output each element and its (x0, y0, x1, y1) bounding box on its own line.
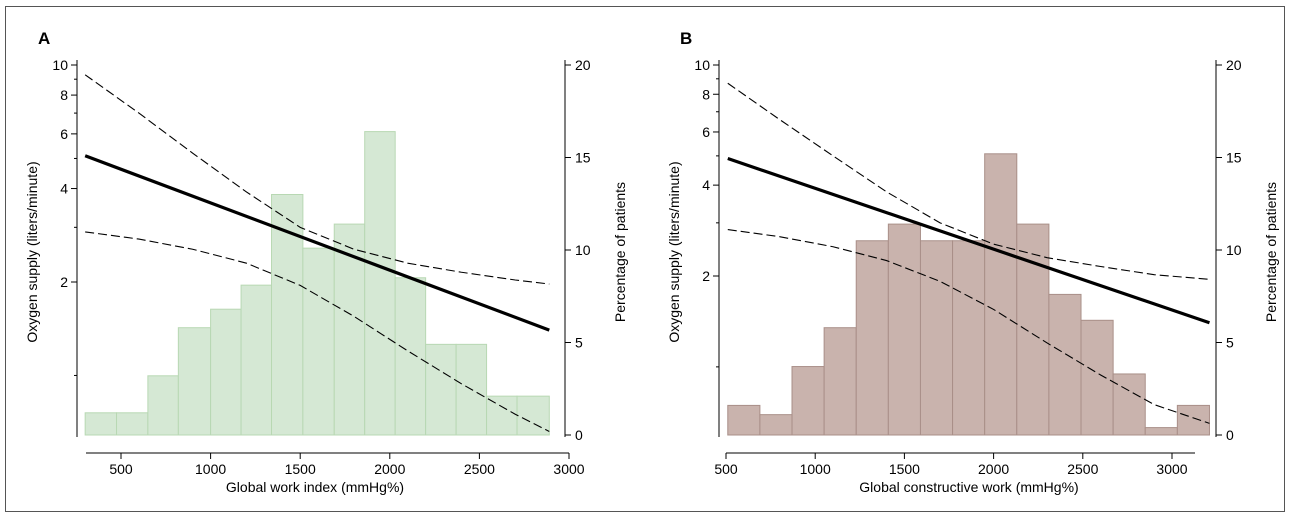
histogram-bar (177, 327, 212, 436)
histogram-bar (1016, 223, 1050, 436)
right-y-axis-label: Percentage of patients (612, 182, 628, 322)
histogram-bar (302, 247, 335, 436)
x-tick-label: 500 (714, 461, 738, 477)
histogram-bar (364, 131, 396, 436)
histogram-bar (727, 404, 761, 436)
histogram-bar (855, 240, 889, 436)
left-y-tick-label: 6 (60, 126, 68, 142)
x-tick-label: 1500 (285, 461, 316, 477)
panel-letter: B (680, 29, 692, 48)
histogram-bar (984, 153, 1018, 436)
histogram-bar (84, 412, 118, 436)
histogram-bar (791, 366, 825, 436)
histogram-bar (425, 343, 457, 436)
left-y-tick-label: 10 (694, 57, 710, 73)
right-y-tick-label: 10 (575, 242, 591, 258)
confidence-band-lower (727, 229, 1210, 424)
x-axis-label: Global work index (mmHg%) (226, 479, 404, 495)
left-y-tick-label: 2 (702, 268, 710, 284)
right-y-tick-label: 0 (575, 427, 583, 443)
x-tick-label: 1000 (195, 461, 226, 477)
histogram-bar (240, 284, 273, 436)
histogram-bar (1176, 404, 1210, 436)
histogram-bar (394, 277, 427, 436)
x-tick-label: 2500 (464, 461, 495, 477)
x-tick-label: 1500 (889, 461, 920, 477)
histogram-bar (919, 240, 954, 436)
histogram-bar (1080, 319, 1114, 436)
right-y-tick-label: 5 (1226, 335, 1234, 351)
histogram-bar (147, 375, 179, 436)
left-y-tick-label: 6 (702, 124, 710, 140)
confidence-band-lower (85, 231, 550, 432)
regression-line (727, 157, 1210, 325)
confidence-band-upper (84, 74, 550, 285)
right-y-tick-label: 0 (1226, 427, 1234, 443)
histogram-bar (1144, 427, 1178, 436)
chart-panel-a: A 2 4 6 8 10 0 5 10 15 20 500 1000 1500 2000 2500 3000 Gl… (24, 29, 628, 495)
left-y-tick-label: 8 (702, 86, 710, 102)
left-y-tick-label: 4 (60, 181, 68, 197)
left-y-tick-label: 10 (52, 57, 68, 73)
histogram-bar (1112, 373, 1146, 436)
histogram-bar (210, 308, 242, 436)
x-tick-label: 1000 (800, 461, 831, 477)
left-y-tick-label: 4 (702, 177, 710, 193)
panel-letter: A (38, 29, 50, 48)
confidence-band-upper (727, 82, 1210, 280)
regression-line (84, 154, 550, 332)
histogram-bar (952, 240, 986, 436)
histogram-bar (823, 327, 857, 436)
x-tick-label: 3000 (1156, 461, 1187, 477)
x-axis-label: Global constructive work (mmHg%) (859, 479, 1078, 495)
right-y-tick-label: 15 (1226, 150, 1242, 166)
right-y-tick-label: 15 (575, 150, 591, 166)
left-y-axis-label: Oxygen supply (liters/minute) (666, 161, 682, 342)
left-y-axis-label: Oxygen supply (liters/minute) (24, 161, 40, 342)
x-tick-label: 3000 (553, 461, 584, 477)
right-y-tick-label: 10 (1226, 242, 1242, 258)
left-y-tick-label: 8 (60, 87, 68, 103)
histogram-bar (1048, 293, 1082, 436)
histogram-bar (486, 395, 518, 436)
right-y-axis-label: Percentage of patients (1263, 182, 1279, 322)
histogram-bar (116, 412, 149, 436)
x-tick-label: 2000 (374, 461, 405, 477)
right-y-tick-label: 20 (1226, 57, 1242, 73)
x-tick-label: 500 (109, 461, 133, 477)
histogram-bar (887, 223, 921, 436)
x-tick-label: 2500 (1067, 461, 1098, 477)
histogram-bar (516, 395, 550, 436)
right-y-tick-label: 5 (575, 335, 583, 351)
left-y-tick-label: 2 (60, 274, 68, 290)
x-tick-label: 2000 (978, 461, 1009, 477)
chart-panel-b: B 2 4 6 8 10 0 5 10 15 20 500 1000 1500 2000 2500 3000 Gl… (666, 29, 1279, 495)
histogram-bar (759, 414, 793, 436)
right-y-tick-label: 20 (575, 57, 591, 73)
